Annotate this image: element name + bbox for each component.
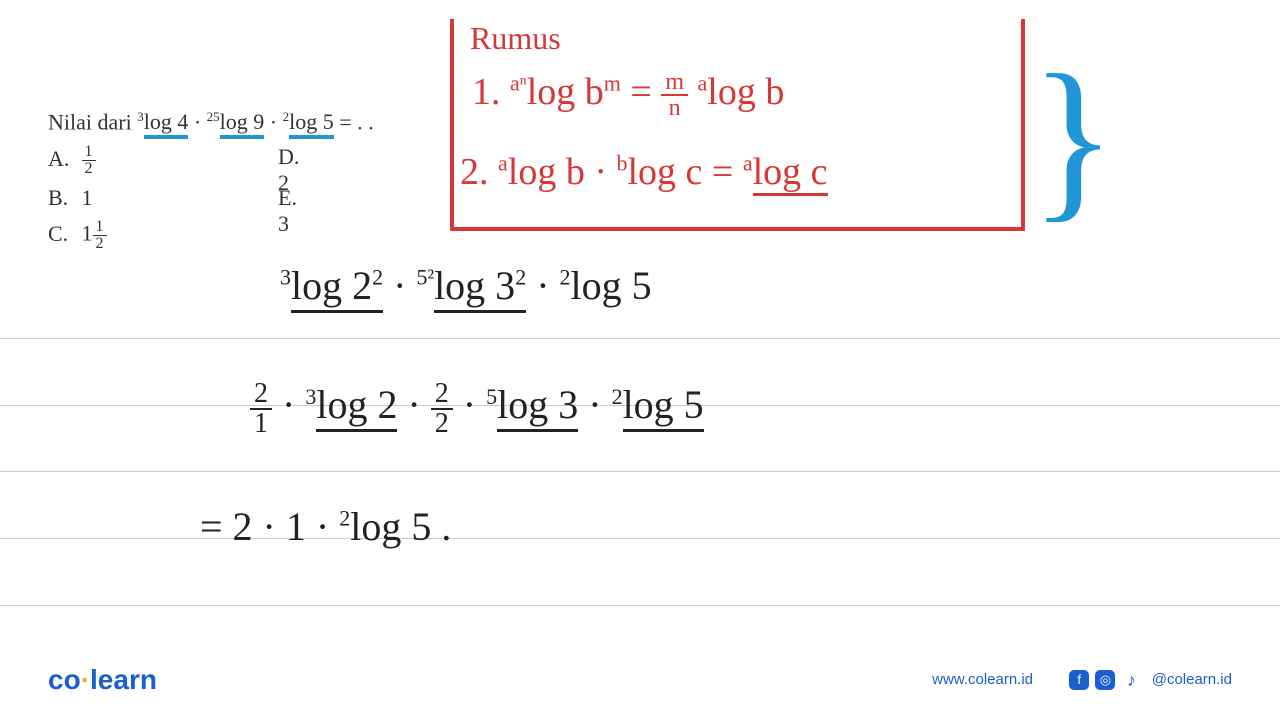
social-handle: @colearn.id — [1152, 671, 1232, 688]
work-line-3: = 2 · 1 · 2log 5 . — [200, 503, 451, 550]
option-e: E. 3 — [278, 185, 306, 237]
colearn-logo: co·learn — [48, 664, 157, 696]
problem-suffix: = . . — [339, 109, 373, 134]
tiktok-icon[interactable]: ♪ — [1122, 670, 1142, 690]
work-frac-1: 2 1 — [250, 380, 272, 438]
separator: · — [270, 109, 283, 134]
option-c-fraction: 1 2 — [93, 219, 107, 252]
work-frac-2: 2 2 — [431, 380, 453, 438]
formula-2: 2. alog b · blog c = alog c — [460, 150, 828, 194]
term1-superscript: 3 — [137, 109, 144, 124]
formula-1: 1. aⁿlog bm = m n alog b — [472, 70, 784, 120]
option-a-label: A. — [48, 146, 76, 172]
ruled-line — [0, 538, 1280, 539]
website-link[interactable]: www.colearn.id — [932, 671, 1033, 688]
option-a: A. 1 2 D. 2 — [48, 144, 107, 177]
term2-superscript: 25 — [207, 109, 220, 124]
problem-prefix: Nilai dari — [48, 109, 137, 134]
work-line-1: 3log 22 · 5²log 32 · 2log 5 — [280, 262, 652, 309]
option-c: C. 1 1 2 — [48, 219, 107, 252]
instagram-icon[interactable]: ◎ — [1095, 670, 1115, 690]
problem-statement: Nilai dari 3log 4 · 25log 9 · 2log 5 = .… — [48, 109, 374, 135]
formula-1-fraction: m n — [661, 70, 688, 120]
work-line-2: 2 1 · 3log 2 · 2 2 · 5log 3 · 2log 5 — [250, 380, 704, 438]
curly-brace-icon: } — [1030, 48, 1116, 228]
answer-options: A. 1 2 D. 2 B. 1 E. 3 C. 1 1 2 — [48, 144, 107, 260]
term1: log 4 — [144, 109, 189, 139]
term3: log 5 — [289, 109, 334, 139]
separator: · — [194, 109, 207, 134]
option-b: B. 1 E. 3 — [48, 185, 107, 211]
ruled-line — [0, 605, 1280, 606]
page-container: Nilai dari 3log 4 · 25log 9 · 2log 5 = .… — [0, 0, 1280, 720]
formula-title: Rumus — [470, 20, 561, 57]
social-icons: f ◎ ♪ — [1069, 670, 1143, 690]
ruled-line — [0, 471, 1280, 472]
footer-right: www.colearn.id f ◎ ♪ @colearn.id — [932, 670, 1232, 690]
ruled-line — [0, 338, 1280, 339]
term2: log 9 — [220, 109, 265, 139]
facebook-icon[interactable]: f — [1069, 670, 1089, 690]
option-a-fraction: 1 2 — [82, 144, 96, 177]
